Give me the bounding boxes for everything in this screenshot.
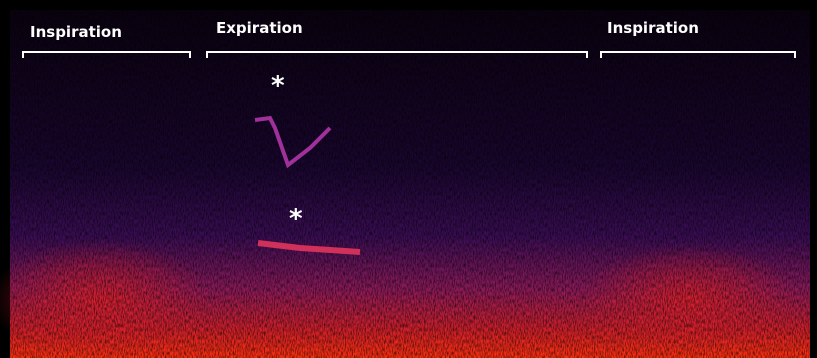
phase-label: Inspiration bbox=[607, 19, 699, 37]
phase-label: Inspiration bbox=[30, 23, 122, 41]
phase-label: Expiration bbox=[216, 19, 303, 37]
noise-texture bbox=[10, 10, 810, 358]
asterisk-marker: * bbox=[289, 204, 303, 234]
spectrogram-figure: Inspiration Expiration Inspiration * * bbox=[0, 0, 817, 358]
asterisk-marker: * bbox=[271, 71, 285, 101]
